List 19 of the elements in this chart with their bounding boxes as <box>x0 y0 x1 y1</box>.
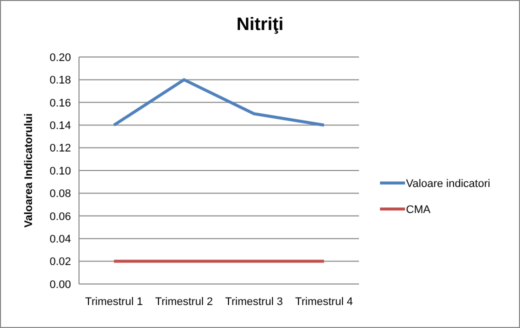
y-tick-label: 0.02 <box>50 256 71 268</box>
chart-title: Nitriţi <box>236 14 284 34</box>
y-tick-label: 0.12 <box>50 142 71 155</box>
y-tick-label: 0.14 <box>50 120 71 132</box>
y-tick-label: 0.10 <box>50 165 71 178</box>
x-tick-label: Trimestrul 2 <box>155 296 213 308</box>
y-tick-label: 0.00 <box>50 278 71 291</box>
y-tick-label: 0.04 <box>50 233 71 246</box>
x-tick-label: Trimestrul 3 <box>225 296 283 308</box>
y-tick-label: 0.08 <box>50 188 71 200</box>
x-tick-label: Trimestrul 4 <box>295 296 353 308</box>
y-tick-label: 0.16 <box>50 97 71 110</box>
legend-label: Valoare indicatori <box>406 178 490 190</box>
y-tick-label: 0.06 <box>50 210 71 223</box>
x-tick-label: Trimestrul 1 <box>85 296 143 308</box>
y-tick-label: 0.20 <box>50 52 71 64</box>
legend-label: CMA <box>406 204 432 216</box>
y-axis-title: Valoarea Indicatorului <box>23 113 35 228</box>
y-tick-label: 0.18 <box>50 74 71 87</box>
